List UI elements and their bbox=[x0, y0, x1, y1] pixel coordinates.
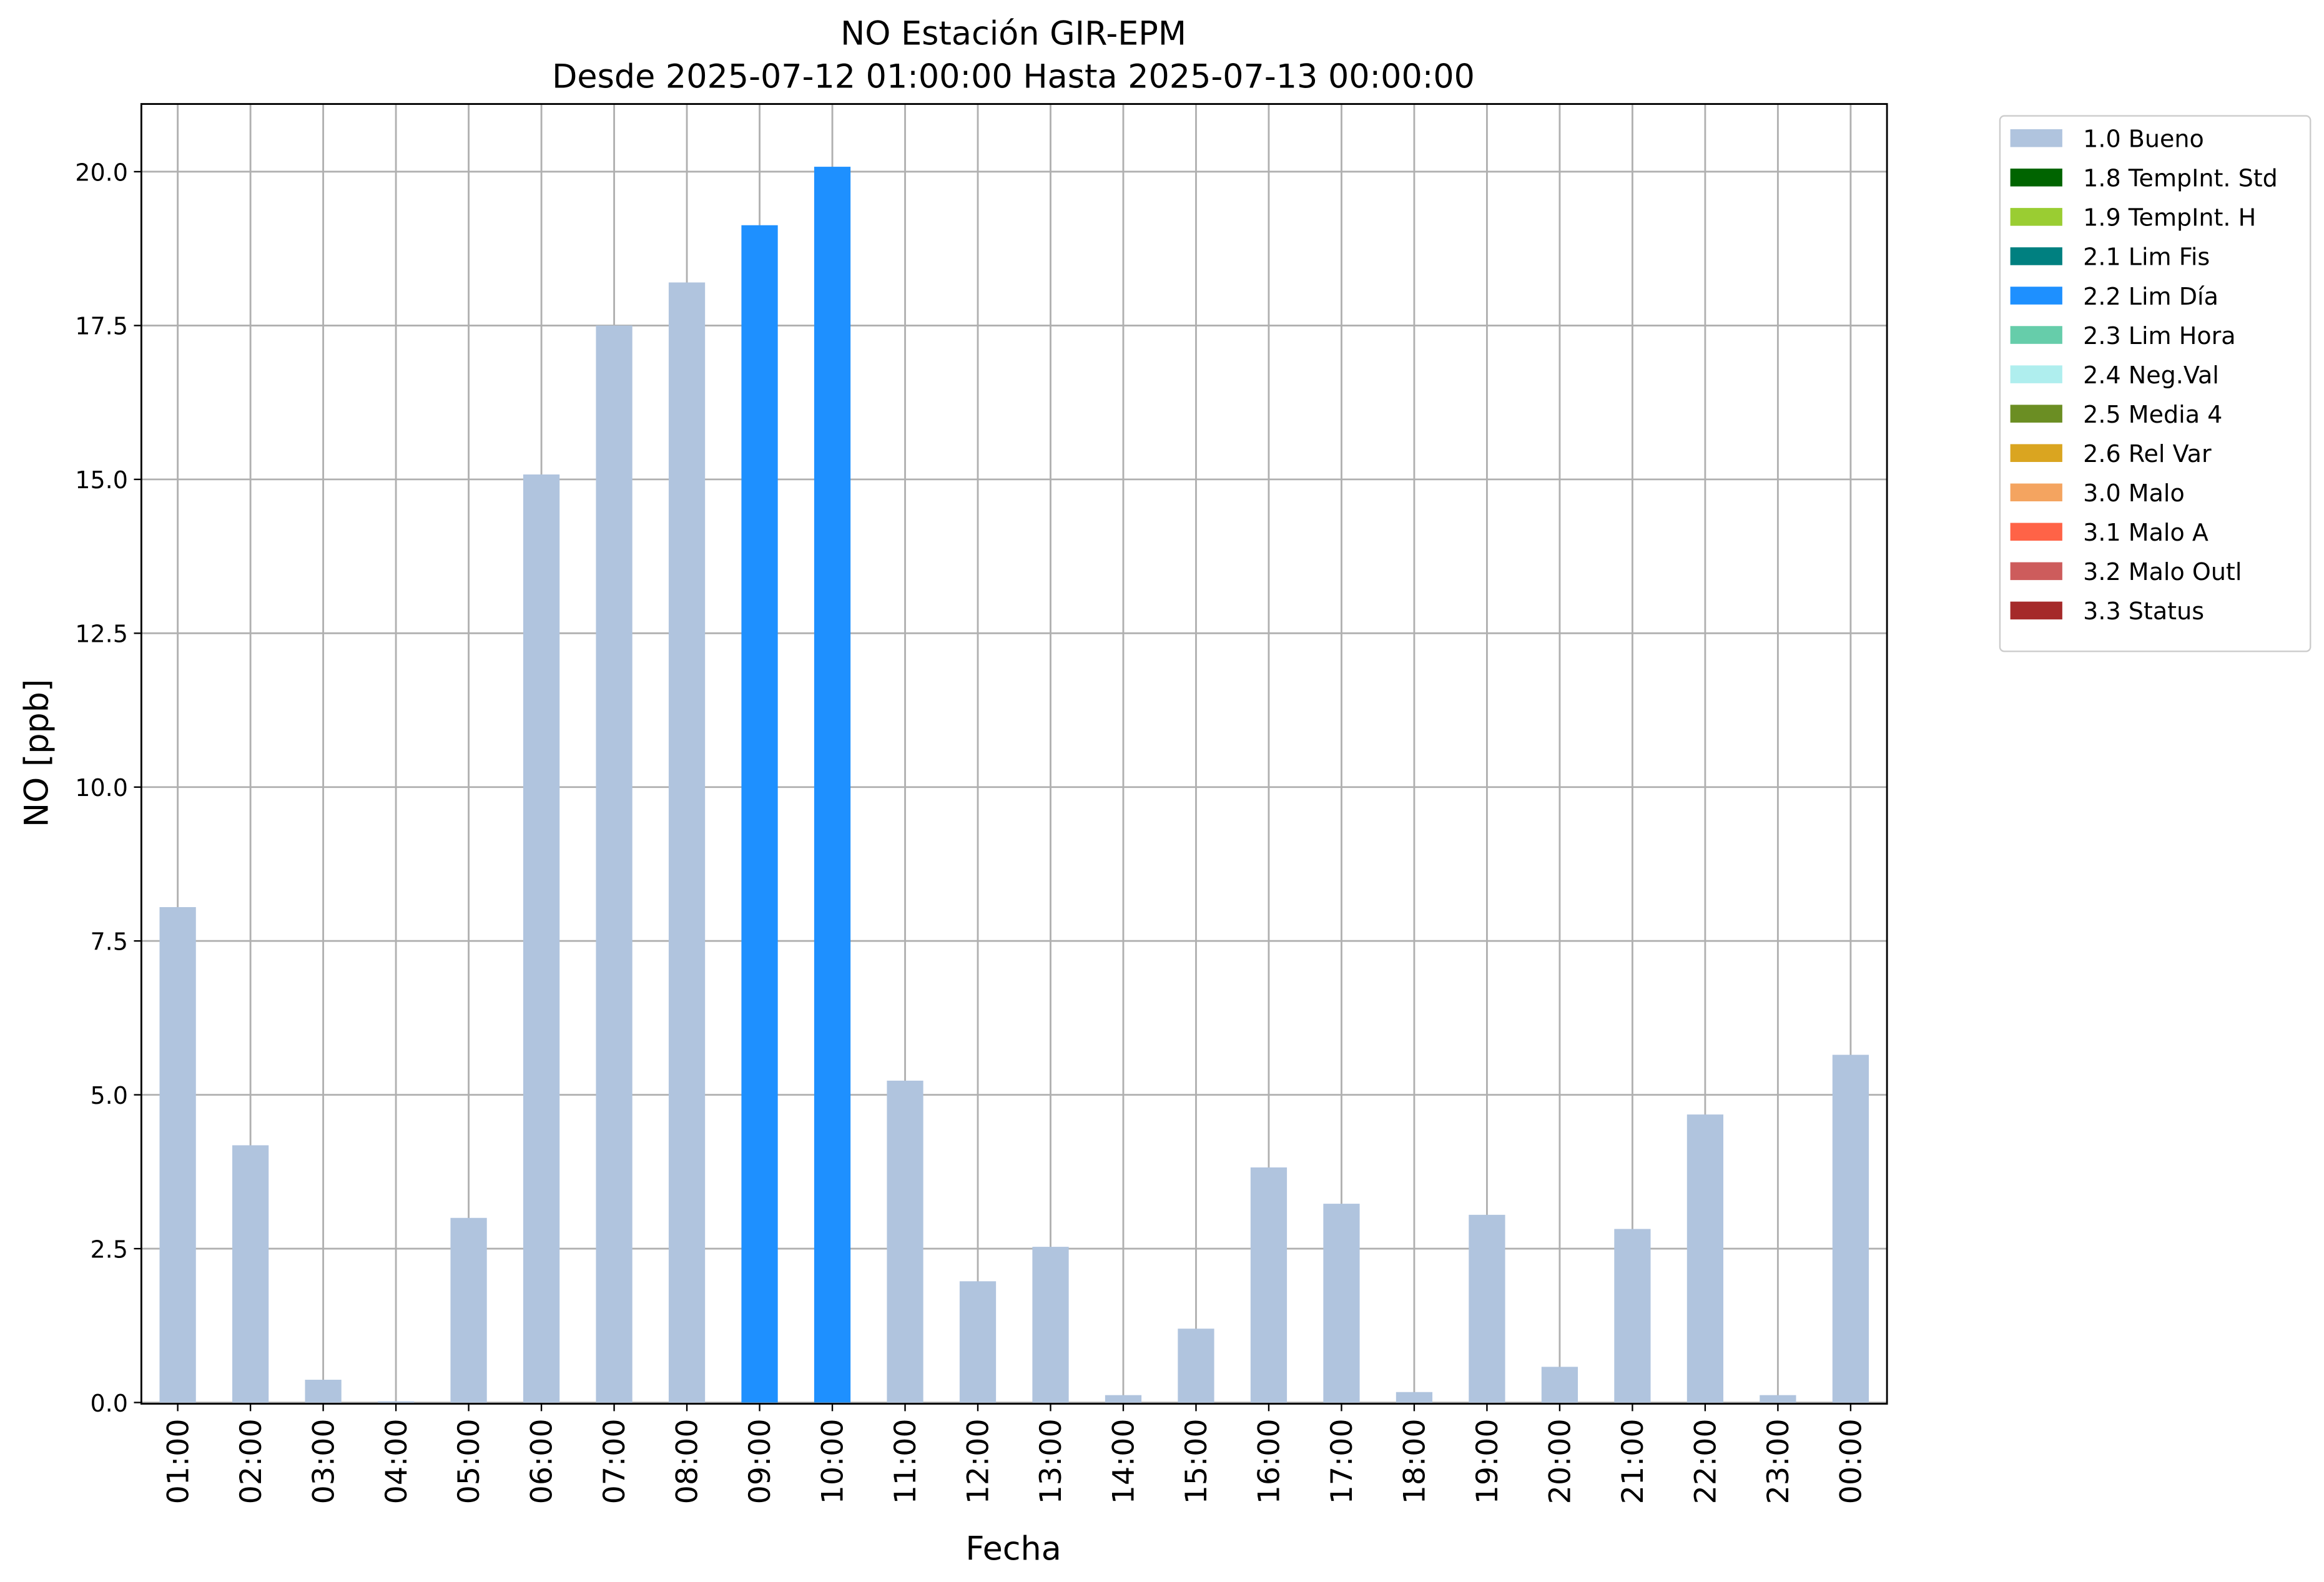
legend-label: 3.2 Malo Outl bbox=[2083, 558, 2242, 586]
legend-swatch bbox=[2010, 483, 2062, 502]
x-tick-label: 06:00 bbox=[525, 1418, 559, 1504]
legend-label: 3.0 Malo bbox=[2083, 479, 2185, 507]
legend-label: 2.3 Lim Hora bbox=[2083, 322, 2235, 350]
legend-swatch bbox=[2010, 601, 2062, 620]
legend-swatch bbox=[2010, 208, 2062, 226]
x-tick-label: 09:00 bbox=[743, 1418, 777, 1504]
x-tick-label: 01:00 bbox=[161, 1418, 195, 1504]
bar-segment bbox=[1469, 1214, 1505, 1403]
x-tick-label: 03:00 bbox=[307, 1418, 341, 1504]
bars bbox=[159, 167, 1869, 1403]
legend-swatch bbox=[2010, 523, 2062, 541]
x-tick-label: 05:00 bbox=[452, 1418, 486, 1504]
x-tick-label: 16:00 bbox=[1253, 1418, 1287, 1504]
bar-segment bbox=[1396, 1392, 1433, 1403]
bar-segment bbox=[1032, 1247, 1069, 1403]
x-tick-label: 07:00 bbox=[598, 1418, 632, 1504]
x-tick-label: 19:00 bbox=[1470, 1418, 1505, 1504]
chart-title: NO Estación GIR-EPM bbox=[840, 14, 1186, 52]
x-tick-label: 15:00 bbox=[1179, 1418, 1214, 1504]
y-tick-label: 15.0 bbox=[75, 466, 128, 494]
bar-segment bbox=[596, 325, 633, 1403]
legend-swatch bbox=[2010, 405, 2062, 423]
y-tick-label: 10.0 bbox=[75, 774, 128, 802]
x-tick-label: 13:00 bbox=[1034, 1418, 1068, 1504]
y-axis-label: NO [ppb] bbox=[17, 679, 56, 827]
bar-segment bbox=[1105, 1395, 1142, 1403]
bar-segment bbox=[159, 906, 196, 1403]
legend-label: 2.1 Lim Fis bbox=[2083, 243, 2210, 271]
plot-frame bbox=[140, 103, 1888, 1405]
x-tick-label: 12:00 bbox=[962, 1418, 996, 1504]
legend-swatch bbox=[2010, 562, 2062, 581]
legend-swatch bbox=[2010, 444, 2062, 462]
x-tick-label: 14:00 bbox=[1107, 1418, 1141, 1504]
y-tick-label: 5.0 bbox=[90, 1082, 128, 1109]
legend-label: 3.1 Malo A bbox=[2083, 519, 2208, 546]
bar-segment bbox=[450, 1217, 487, 1403]
legend-box bbox=[1999, 115, 2312, 652]
y-tick-label: 0.0 bbox=[90, 1390, 128, 1417]
legend-label: 2.4 Neg.Val bbox=[2083, 361, 2219, 389]
y-tick-label: 17.5 bbox=[75, 313, 128, 340]
legend-label: 1.9 TempInt. H bbox=[2083, 204, 2256, 232]
legend-label: 2.5 Media 4 bbox=[2083, 401, 2222, 428]
bar-segment bbox=[741, 225, 778, 1403]
y-tick-label: 7.5 bbox=[90, 928, 128, 955]
x-tick-label: 04:00 bbox=[380, 1418, 414, 1504]
x-tick-label: 23:00 bbox=[1761, 1418, 1796, 1504]
y-tick-label: 2.5 bbox=[90, 1236, 128, 1263]
bar-segment bbox=[814, 167, 851, 1403]
bar-segment bbox=[1614, 1229, 1651, 1403]
x-axis-label: Fecha bbox=[965, 1530, 1061, 1568]
legend-label: 2.6 Rel Var bbox=[2083, 440, 2212, 468]
bar-segment bbox=[887, 1080, 923, 1403]
legend-swatch bbox=[2010, 287, 2062, 305]
legend-label: 3.3 Status bbox=[2083, 597, 2204, 625]
legend: 1.0 Bueno 1.8 TempInt. Std 1.9 TempInt. H 2… bbox=[1999, 115, 2312, 652]
bar-segment bbox=[232, 1145, 269, 1403]
legend-label: 1.8 TempInt. Std bbox=[2083, 165, 2278, 192]
bar-segment bbox=[1760, 1395, 1796, 1403]
y-tick-label: 20.0 bbox=[75, 159, 128, 186]
y-tick-label: 12.5 bbox=[75, 621, 128, 648]
legend-swatch bbox=[2010, 247, 2062, 265]
chart-subtitle: Desde 2025-07-12 01:00:00 Hasta 2025-07-… bbox=[552, 57, 1475, 96]
bar-segment bbox=[1686, 1114, 1724, 1403]
bar-segment bbox=[1250, 1167, 1288, 1403]
bar-segment bbox=[1323, 1204, 1360, 1403]
x-tick-label: 18:00 bbox=[1398, 1418, 1432, 1504]
bar-segment bbox=[1832, 1054, 1869, 1403]
bar-segment bbox=[1541, 1367, 1578, 1403]
bar-segment bbox=[668, 282, 706, 1403]
x-tick-label: 22:00 bbox=[1689, 1418, 1723, 1504]
x-tick-label: 11:00 bbox=[889, 1418, 923, 1504]
x-tick-label: 02:00 bbox=[234, 1418, 268, 1504]
x-tick-label: 21:00 bbox=[1616, 1418, 1650, 1504]
legend-swatch bbox=[2010, 365, 2062, 383]
x-tick-label: 08:00 bbox=[671, 1418, 705, 1504]
legend-swatch bbox=[2010, 169, 2062, 187]
x-tick-label: 10:00 bbox=[816, 1418, 850, 1504]
x-tick-label: 00:00 bbox=[1834, 1418, 1869, 1504]
x-tick-label: 17:00 bbox=[1325, 1418, 1359, 1504]
legend-swatch bbox=[2010, 129, 2062, 147]
bar-segment bbox=[305, 1380, 342, 1403]
legend-label: 2.2 Lim Día bbox=[2083, 283, 2218, 310]
x-tick-label: 20:00 bbox=[1544, 1418, 1578, 1504]
bar-segment bbox=[377, 1401, 415, 1403]
bar-segment bbox=[523, 474, 560, 1403]
legend-label: 1.0 Bueno bbox=[2083, 125, 2204, 153]
legend-swatch bbox=[2010, 326, 2062, 344]
bar-segment bbox=[1178, 1329, 1214, 1403]
ticks: 0.0 2.5 5.0 7.5 10.0 12.5 15.0 17.5 20.0 01:00 02:… bbox=[75, 159, 1868, 1504]
bar-segment bbox=[959, 1281, 997, 1403]
